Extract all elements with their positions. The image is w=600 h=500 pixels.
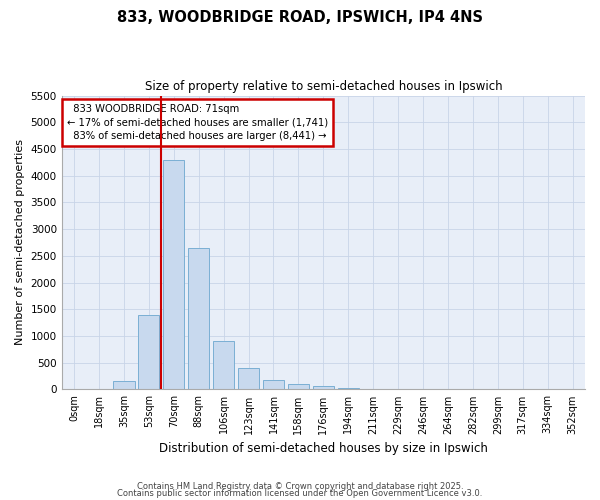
Text: Contains public sector information licensed under the Open Government Licence v3: Contains public sector information licen… (118, 490, 482, 498)
Bar (288, 384, 309, 390)
X-axis label: Distribution of semi-detached houses by size in Ipswich: Distribution of semi-detached houses by … (159, 442, 488, 455)
Text: Contains HM Land Registry data © Crown copyright and database right 2025.: Contains HM Land Registry data © Crown c… (137, 482, 463, 491)
Bar (263, 380, 284, 390)
Bar (138, 314, 160, 390)
Bar (113, 382, 134, 390)
Bar (238, 368, 259, 390)
Title: Size of property relative to semi-detached houses in Ipswich: Size of property relative to semi-detach… (145, 80, 502, 93)
Text: 833 WOODBRIDGE ROAD: 71sqm
← 17% of semi-detached houses are smaller (1,741)
  8: 833 WOODBRIDGE ROAD: 71sqm ← 17% of semi… (67, 104, 328, 141)
Bar (338, 388, 359, 390)
Bar (313, 386, 334, 390)
Text: 833, WOODBRIDGE ROAD, IPSWICH, IP4 4NS: 833, WOODBRIDGE ROAD, IPSWICH, IP4 4NS (117, 10, 483, 25)
Bar (213, 342, 234, 390)
Y-axis label: Number of semi-detached properties: Number of semi-detached properties (15, 140, 25, 346)
Bar (188, 248, 209, 390)
Bar (163, 160, 184, 390)
